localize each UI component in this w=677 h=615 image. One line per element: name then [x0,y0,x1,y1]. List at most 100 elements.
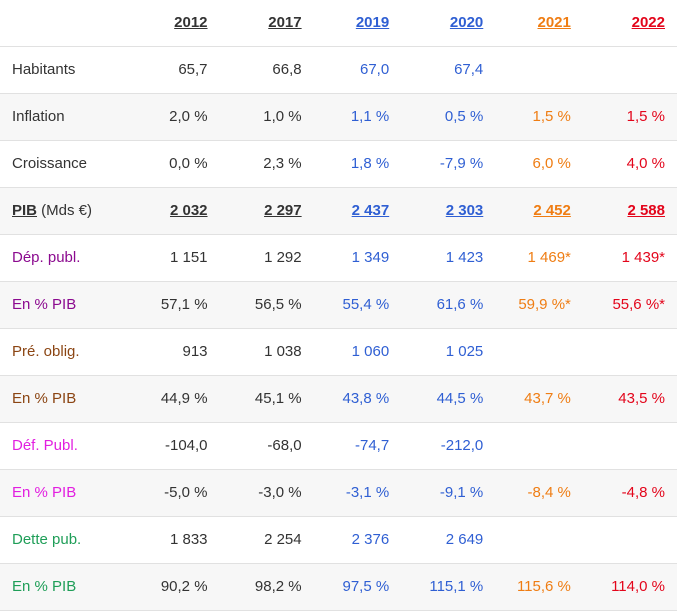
table-row: PIB (Mds €) 2 032 2 297 2 437 2 303 2 45… [0,186,677,234]
row-label-dep-publ-pct: En % PIB [0,280,127,328]
row-label-def-publ: Déf. Publ. [0,421,127,469]
cell: 44,9 % [126,374,220,422]
cell [495,515,583,563]
cell: 1,5 % [495,92,583,140]
cell: -68,0 [219,421,314,469]
header-2020[interactable]: 2020 [449,14,484,32]
table-row: Pré. oblig. 913 1 038 1 060 1 025 [0,327,677,375]
cell: 90,2 % [126,562,220,611]
table-row: En % PIB 57,1 % 56,5 % 55,4 % 61,6 % 59,… [0,280,677,328]
pib-label-unit: (Mds €) [37,202,93,219]
cell: 43,7 % [495,374,583,422]
cell: -9,1 % [401,468,496,516]
table-row: En % PIB 90,2 % 98,2 % 97,5 % 115,1 % 11… [0,562,677,611]
cell: 67,0 [313,45,402,93]
cell [495,45,583,93]
cell: 913 [126,327,220,375]
cell: 65,7 [126,45,220,93]
cell: 2 254 [219,515,314,563]
cell: 61,6 % [401,280,496,328]
table-row: Dép. publ. 1 151 1 292 1 349 1 423 1 469… [0,233,677,281]
cell: 2 649 [401,515,496,563]
cell[interactable]: 2 452 [495,186,583,234]
row-label-dep-publ: Dép. publ. [0,233,127,281]
cell [495,421,583,469]
cell: -74,7 [313,421,402,469]
cell: 43,5 % [582,374,677,422]
cell: 114,0 % [582,562,677,611]
cell: 1 025 [401,327,496,375]
cell: 43,8 % [313,374,402,422]
cell: 0,5 % [401,92,496,140]
cell: 55,4 % [313,280,402,328]
cell: 45,1 % [219,374,314,422]
cell: -3,0 % [219,468,314,516]
cell: 59,9 %* [495,280,583,328]
table-row: Déf. Publ. -104,0 -68,0 -74,7 -212,0 [0,421,677,469]
header-label-cell [0,0,127,46]
cell[interactable]: 2 297 [219,186,314,234]
cell: 1 833 [126,515,220,563]
cell: 1,0 % [219,92,314,140]
cell[interactable]: 2 032 [126,186,220,234]
row-label-pre-oblig-pct: En % PIB [0,374,127,422]
row-label-pre-oblig: Pré. oblig. [0,327,127,375]
cell: 57,1 % [126,280,220,328]
cell: 4,0 % [582,139,677,187]
header-row: 2012 2017 2019 2020 2021 2022 [0,0,677,46]
cell: 1 292 [219,233,314,281]
row-label-dette-pub-pct: En % PIB [0,562,127,611]
cell: 6,0 % [495,139,583,187]
cell: 1 423 [401,233,496,281]
cell: 1 060 [313,327,402,375]
cell: 115,6 % [495,562,583,611]
cell: -212,0 [401,421,496,469]
row-label-def-publ-pct: En % PIB [0,468,127,516]
cell: 44,5 % [401,374,496,422]
cell: 1 151 [126,233,220,281]
cell: -8,4 % [495,468,583,516]
cell: 66,8 [219,45,314,93]
header-2021[interactable]: 2021 [537,14,571,32]
cell: -3,1 % [313,468,402,516]
cell: 55,6 %* [582,280,677,328]
cell [582,45,677,93]
pib-label-strong[interactable]: PIB [12,202,38,219]
row-label-croissance: Croissance [0,139,127,187]
row-label-habitants: Habitants [0,45,127,93]
cell: 67,4 [401,45,496,93]
cell: 1 349 [313,233,402,281]
cell: 97,5 % [313,562,402,611]
cell[interactable]: 2 437 [313,186,402,234]
cell: 1,8 % [313,139,402,187]
cell[interactable]: 2 588 [582,186,677,234]
cell: 2,0 % [126,92,220,140]
header-2019[interactable]: 2019 [355,14,390,32]
table-row: Croissance 0,0 % 2,3 % 1,8 % -7,9 % 6,0 … [0,139,677,187]
cell: -4,8 % [582,468,677,516]
table-row: En % PIB 44,9 % 45,1 % 43,8 % 44,5 % 43,… [0,374,677,422]
cell [582,327,677,375]
header-2012[interactable]: 2012 [174,14,208,32]
cell: 98,2 % [219,562,314,611]
row-label-pib[interactable]: PIB (Mds €) [0,186,127,234]
table-row: Habitants 65,7 66,8 67,0 67,4 [0,45,677,93]
cell: 1 439* [582,233,677,281]
cell: 1 038 [219,327,314,375]
cell: 56,5 % [219,280,314,328]
cell: -7,9 % [401,139,496,187]
cell: -104,0 [126,421,220,469]
cell [582,515,677,563]
cell: 1,1 % [313,92,402,140]
cell: 0,0 % [126,139,220,187]
cell: 2,3 % [219,139,314,187]
cell [495,327,583,375]
table-row: Inflation 2,0 % 1,0 % 1,1 % 0,5 % 1,5 % … [0,92,677,140]
cell[interactable]: 2 303 [401,186,496,234]
cell: 1,5 % [582,92,677,140]
header-2017[interactable]: 2017 [268,14,302,32]
header-2022[interactable]: 2022 [631,14,665,32]
row-label-inflation: Inflation [0,92,127,140]
cell: 1 469* [495,233,583,281]
